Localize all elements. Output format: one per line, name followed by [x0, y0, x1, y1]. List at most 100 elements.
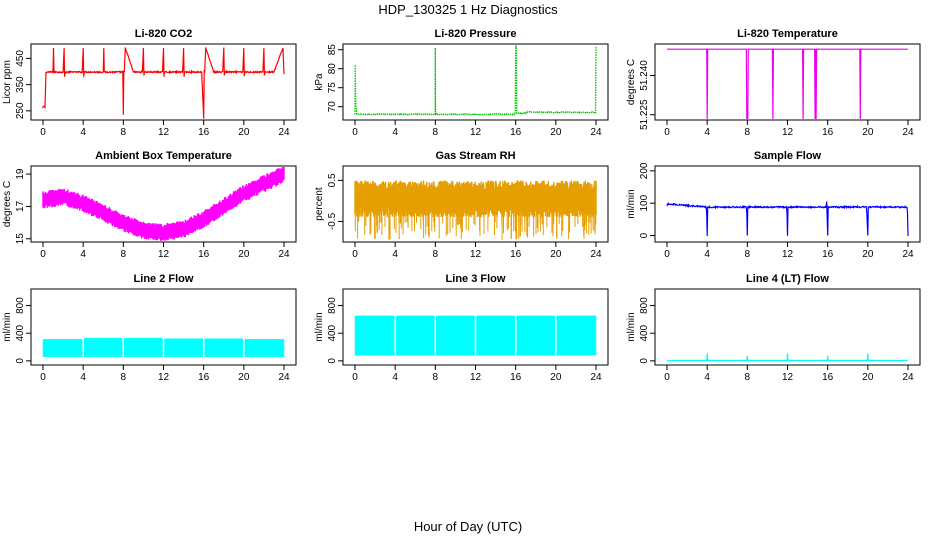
data-group — [666, 201, 909, 237]
y-tick-label: 400 — [15, 324, 26, 341]
x-tick-label: 16 — [510, 372, 522, 383]
series-line — [667, 353, 908, 362]
y-axis-label: ml/min — [626, 189, 637, 218]
x-tick-label: 0 — [664, 127, 670, 138]
data-group — [667, 353, 908, 362]
x-tick-label: 20 — [550, 372, 562, 383]
y-axis-label: degrees C — [2, 181, 13, 227]
x-tick-label: 24 — [902, 127, 914, 138]
panel-title: Li-820 CO2 — [135, 28, 192, 40]
data-group — [354, 180, 597, 240]
x-tick-label: 20 — [550, 127, 562, 138]
x-tick-label: 20 — [238, 372, 250, 383]
x-tick-label: 20 — [862, 372, 874, 383]
x-tick-label: 24 — [590, 372, 602, 383]
x-tick-label: 4 — [80, 127, 86, 138]
y-tick-label: 75 — [327, 82, 338, 94]
x-tick-label: 0 — [40, 249, 46, 260]
y-tick-label: 350 — [15, 76, 26, 93]
plot-frame — [342, 43, 609, 121]
series-band — [42, 167, 285, 241]
y-tick-label: 400 — [327, 324, 338, 341]
y-tick-label: 800 — [15, 297, 26, 314]
y-tick-label: 0 — [327, 358, 338, 364]
series-line — [666, 201, 909, 237]
y-tick-label: 100 — [639, 194, 650, 211]
y-tick-label: 400 — [639, 324, 650, 341]
x-tick-label: 12 — [470, 372, 482, 383]
x-tick-label: 16 — [822, 249, 834, 260]
x-tick-label: 0 — [40, 372, 46, 383]
series-outliers — [354, 198, 597, 240]
y-axis-label: ml/min — [2, 312, 13, 341]
y-tick-label: 17 — [15, 200, 26, 212]
x-tick-label: 16 — [510, 127, 522, 138]
y-tick-label: 800 — [639, 297, 650, 314]
y-tick-label: 0 — [639, 232, 650, 238]
x-tick-label: 4 — [704, 127, 710, 138]
y-tick-label: 80 — [327, 63, 338, 75]
x-tick-label: 12 — [470, 127, 482, 138]
panel-title: Ambient Box Temperature — [95, 150, 232, 162]
panel-title: Sample Flow — [754, 150, 822, 162]
x-tick-label: 4 — [392, 372, 398, 383]
x-tick-label: 8 — [121, 249, 127, 260]
x-tick-label: 20 — [862, 249, 874, 260]
data-group — [354, 315, 597, 356]
panel-title: Line 2 Flow — [134, 273, 194, 285]
x-tick-label: 24 — [278, 127, 290, 138]
x-tick-label: 12 — [470, 249, 482, 260]
x-tick-label: 4 — [704, 372, 710, 383]
x-tick-label: 20 — [238, 127, 250, 138]
panel-title: Li-820 Temperature — [737, 28, 838, 40]
panel-ambient-box-temperature: Ambient Box Temperature 0 4 8 12 16 20 24 15 17 19… — [2, 150, 297, 260]
y-tick-label: 19 — [15, 168, 26, 180]
x-tick-label: 0 — [352, 127, 358, 138]
figure-xlabel: Hour of Day (UTC) — [414, 519, 522, 534]
x-tick-label: 0 — [352, 372, 358, 383]
x-tick-label: 16 — [822, 127, 834, 138]
y-tick-label: 0 — [15, 358, 26, 364]
y-tick-label: 70 — [327, 101, 338, 113]
y-tick-label: -0.5 — [327, 212, 338, 230]
panel-title: Gas Stream RH — [435, 150, 515, 162]
series-block — [42, 337, 285, 357]
y-axis-label: kPa — [314, 73, 325, 91]
x-tick-label: 24 — [902, 249, 914, 260]
x-tick-label: 4 — [80, 372, 86, 383]
x-tick-label: 20 — [550, 249, 562, 260]
x-tick-label: 8 — [745, 249, 751, 260]
panel-li-820-temperature: Li-820 Temperature 0 4 8 12 16 20 24 51.225 51.24… — [626, 28, 921, 138]
x-tick-label: 12 — [782, 372, 794, 383]
x-tick-label: 24 — [590, 249, 602, 260]
x-tick-label: 0 — [40, 127, 46, 138]
x-tick-label: 8 — [121, 127, 127, 138]
panel-title: Li-820 Pressure — [435, 28, 517, 40]
x-tick-label: 4 — [392, 127, 398, 138]
series-line — [354, 45, 597, 116]
x-tick-label: 8 — [745, 127, 751, 138]
x-tick-label: 8 — [121, 372, 127, 383]
y-tick-label: 0 — [639, 358, 650, 364]
series-block — [354, 315, 597, 356]
data-group — [354, 45, 597, 116]
y-tick-label: 800 — [327, 297, 338, 314]
x-tick-label: 8 — [745, 372, 751, 383]
y-tick-label: 450 — [15, 50, 26, 67]
panel-title: Line 4 (LT) Flow — [746, 273, 829, 285]
y-axis-label: percent — [314, 187, 325, 221]
panel-title: Line 3 Flow — [446, 273, 506, 285]
x-tick-label: 0 — [664, 249, 670, 260]
x-tick-label: 20 — [862, 127, 874, 138]
x-tick-label: 8 — [433, 249, 439, 260]
y-tick-label: 250 — [15, 102, 26, 119]
y-tick-label: 15 — [15, 233, 26, 245]
series-line — [667, 48, 908, 119]
